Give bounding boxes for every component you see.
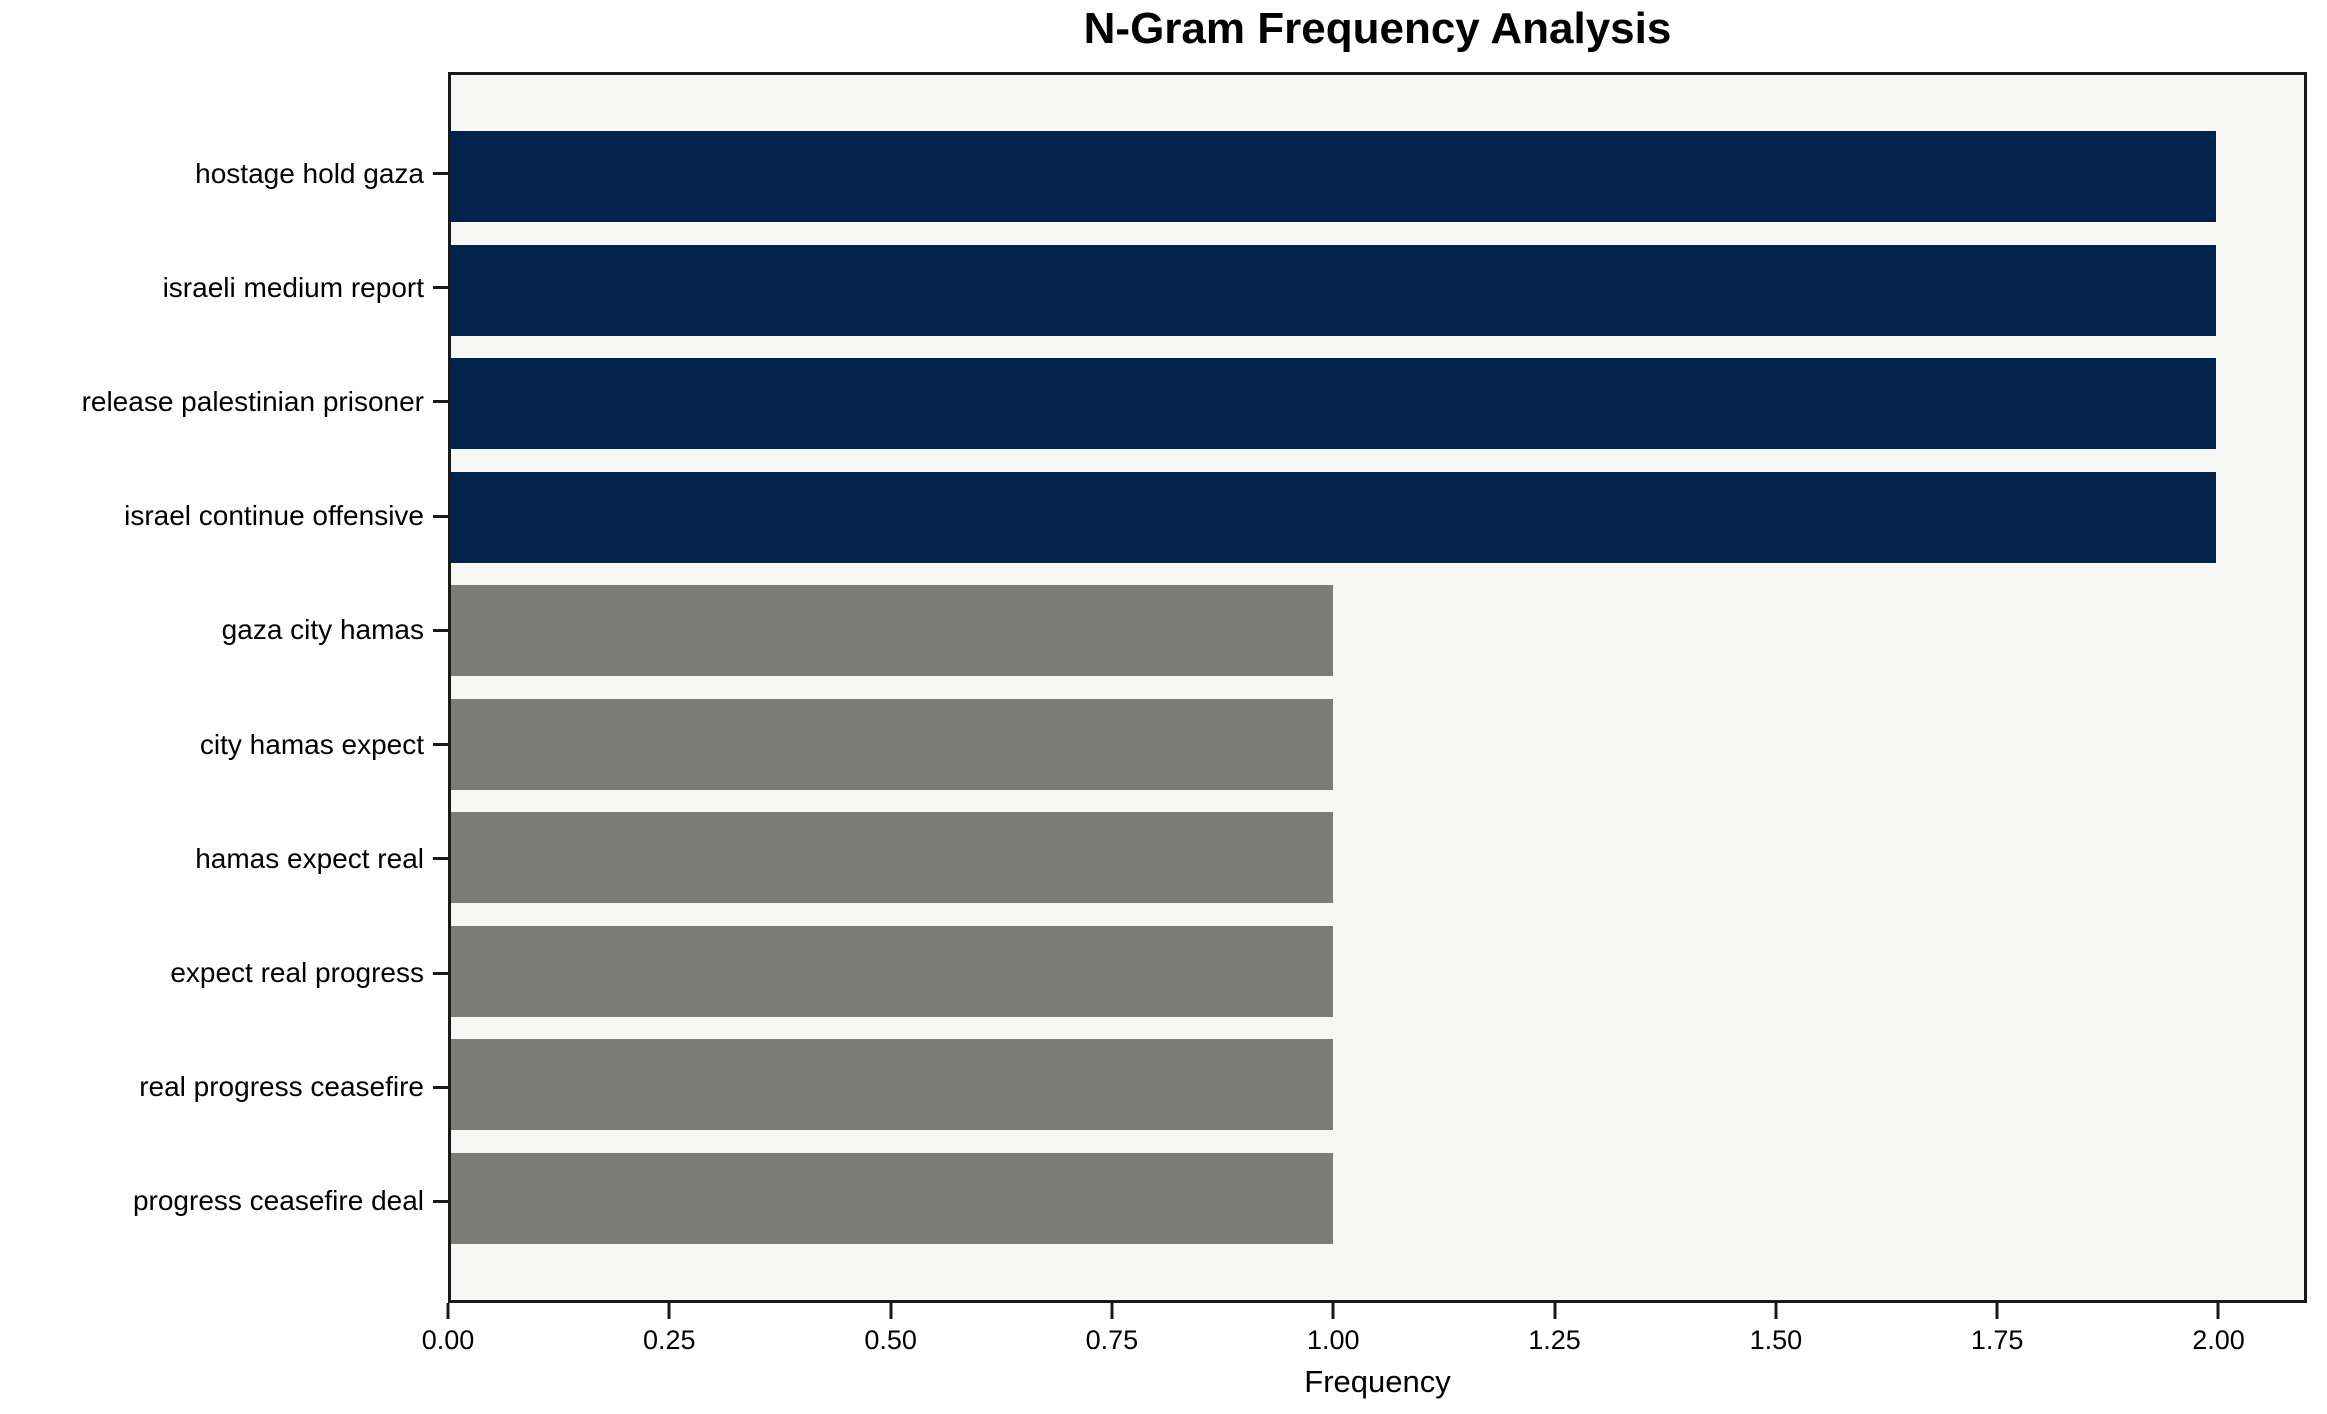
y-tick-label: hamas expect real [195,842,424,874]
bars-container [451,75,2304,1300]
y-tick-mark [433,1085,448,1089]
y-tick-row: real progress ceasefire [0,1042,448,1133]
bar [451,1039,1334,1131]
y-tick-row: israeli medium report [0,242,448,333]
x-tick-label: 0.75 [1085,1325,1139,1355]
x-tick-label: 1.50 [1749,1325,1803,1355]
bar [451,585,1334,677]
x-tick-label: 0.50 [864,1325,917,1355]
x-tick-mark [1331,1303,1335,1319]
x-tick-mark [667,1303,671,1319]
y-tick-row: release palestinian prisoner [0,356,448,447]
x-tick-mark [1553,1303,1557,1319]
y-tick-mark [433,628,448,632]
bar [451,244,2216,336]
y-tick-row: city hamas expect [0,699,448,790]
bar [451,358,2216,450]
y-tick-label: expect real progress [170,957,424,989]
x-tick-mark [1995,1303,1999,1319]
bar [451,131,2216,222]
y-tick-mark [433,286,448,290]
x-tick-mark [889,1303,893,1319]
y-tick-row: hamas expect real [0,813,448,904]
x-tick-label: 0.25 [643,1325,696,1355]
y-tick-label: city hamas expect [199,728,424,760]
plot-area [448,72,2307,1303]
x-tick-label: 2.00 [2192,1325,2245,1355]
y-tick-label: hostage hold gaza [195,157,424,189]
y-tick-row: expect real progress [0,928,448,1019]
y-tick-mark [433,971,448,975]
x-tick-label: 1.25 [1528,1325,1581,1355]
y-tick-mark [433,172,448,175]
x-tick-mark [1774,1303,1778,1319]
y-tick-mark [433,514,448,518]
x-axis-label: Frequency [1304,1364,1451,1399]
y-tick-label: israeli medium report [162,271,424,303]
chart-title: N-Gram Frequency Analysis [1083,4,1672,53]
bar [451,698,1334,790]
y-tick-label: progress ceasefire deal [132,1185,424,1217]
y-axis-labels: hostage hold gaza israeli medium report re… [0,72,448,1303]
y-tick-row: progress ceasefire deal [0,1156,448,1247]
y-tick-row: israel continue offensive [0,471,448,562]
x-tick-mark [446,1303,450,1319]
bar [451,812,1334,904]
x-tick-label: 1.00 [1306,1325,1360,1355]
y-tick-mark [433,400,448,404]
x-tick-label: 0.00 [421,1325,475,1355]
y-tick-label: real progress ceasefire [139,1071,424,1103]
y-tick-row: gaza city hamas [0,585,448,676]
y-tick-mark [433,1199,448,1203]
y-tick-row: hostage hold gaza [0,128,448,219]
y-tick-label: gaza city hamas [221,614,424,646]
bar [451,471,2216,563]
x-axis-ticks: 0.00 0.25 0.50 0.75 1.00 1.25 1.50 1.75 2.00 [422,1303,2307,1363]
y-tick-label: israel continue offensive [124,500,424,532]
y-tick-mark [433,743,448,747]
y-tick-mark [433,857,448,861]
bar [451,1152,1334,1244]
x-tick-mark [1110,1303,1114,1319]
x-tick-label: 1.75 [1970,1325,2024,1355]
y-tick-label: release palestinian prisoner [81,385,424,417]
x-tick-mark [2216,1303,2220,1319]
bar [451,925,1334,1017]
